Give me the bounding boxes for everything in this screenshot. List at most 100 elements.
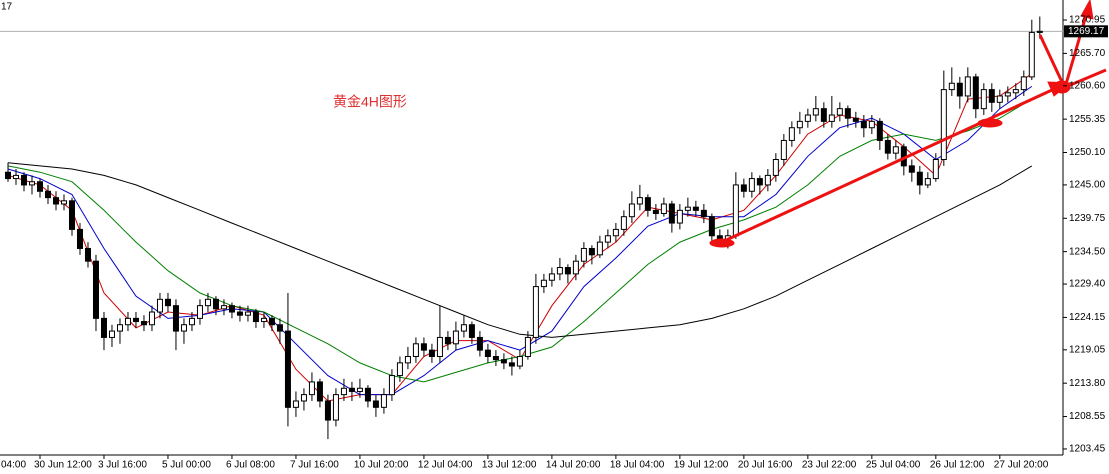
candle-body: [1012, 89, 1019, 94]
candle-body: [908, 165, 915, 173]
candle-body: [836, 108, 843, 116]
candle-body: [364, 387, 371, 402]
y-tick-label: 1239.75: [1069, 213, 1106, 224]
candle-body: [76, 228, 83, 249]
candle-body: [1028, 31, 1035, 78]
candle-body: [788, 127, 795, 141]
candle-body: [268, 317, 275, 326]
candle-body: [708, 216, 715, 237]
candle-body: [196, 305, 203, 319]
candle-body: [780, 139, 787, 161]
candle-body: [772, 159, 779, 176]
x-tick-label: 3 Jul 16:00: [98, 460, 147, 471]
y-tick-label: 1250.10: [1069, 147, 1106, 158]
candle-body: [700, 209, 707, 218]
candle-body: [1036, 30, 1043, 33]
candle-body: [740, 184, 747, 192]
candle-body: [804, 114, 811, 122]
candle-body: [340, 387, 347, 396]
x-tick-label: 14 Jul 20:00: [546, 460, 601, 471]
candle-body: [204, 298, 211, 307]
plot: [0, 16, 1063, 440]
candle-body: [148, 311, 155, 326]
candle-body: [916, 171, 923, 186]
y-tick-label: 1260.60: [1069, 80, 1106, 91]
x-tick-label: 10 Jul 20:00: [354, 460, 409, 471]
candle-body: [236, 311, 243, 316]
candle-body: [748, 178, 755, 192]
candle-body: [628, 203, 635, 218]
x-tick-label: 30 Jun 12:00: [34, 460, 92, 471]
candle-body: [180, 324, 187, 332]
candle-body: [60, 200, 67, 205]
candle-body: [284, 330, 291, 408]
candle-body: [508, 362, 515, 367]
candle-body: [100, 317, 107, 338]
x-tick-label: 13 Jul 12:00: [482, 460, 537, 471]
candle-body: [684, 206, 691, 211]
candle-body: [716, 235, 723, 240]
candle-body: [940, 89, 947, 161]
y-tick-label: 1255.35: [1069, 114, 1106, 125]
x-tick-label: 26 Jul 12:00: [930, 460, 985, 471]
candle-body: [852, 117, 859, 122]
candle-body: [252, 311, 259, 323]
candle-body: [420, 343, 427, 351]
candle-body: [692, 206, 699, 211]
candle-body: [20, 174, 27, 186]
x-tick-label: 23 Jul 22:00: [802, 460, 857, 471]
candle-body: [828, 114, 835, 122]
price-label: 1269.17: [1068, 26, 1105, 37]
candle-body: [172, 305, 179, 332]
candle-body: [164, 298, 171, 307]
candle-body: [652, 209, 659, 215]
y-tick-label: 1203.45: [1069, 444, 1106, 455]
candle-body: [932, 159, 939, 180]
marker: [709, 238, 735, 248]
candle-body: [964, 76, 971, 97]
candle-body: [644, 197, 651, 211]
candle-body: [396, 362, 403, 377]
candle-body: [276, 324, 283, 332]
x-tick-label: 6 Jul 08:00: [226, 460, 275, 471]
candle-body: [660, 203, 667, 215]
candle-body: [756, 178, 763, 186]
candle-body: [140, 321, 147, 326]
candle-body: [572, 260, 579, 275]
candle-body: [52, 197, 59, 205]
y-tick-label: 1219.05: [1069, 344, 1106, 355]
candle-body: [156, 298, 163, 313]
candle-body: [988, 89, 995, 103]
annotation: 黄金4H图形: [333, 94, 407, 110]
candle-body: [68, 200, 75, 230]
candle-body: [812, 108, 819, 116]
candle-body: [548, 273, 555, 281]
candle-body: [764, 174, 771, 186]
x-tick-label: 20 Jul 16:00: [738, 460, 793, 471]
candle-body: [324, 400, 331, 421]
candle-body: [668, 203, 675, 224]
candle-body: [436, 336, 443, 358]
candle-body: [300, 394, 307, 402]
candle-body: [356, 387, 363, 392]
candle-body: [460, 324, 467, 332]
price-box: [1064, 25, 1108, 38]
candle-body: [428, 349, 435, 358]
candle-body: [316, 381, 323, 402]
candle-body: [956, 82, 963, 97]
candle-body: [516, 356, 523, 367]
candle-body: [876, 120, 883, 141]
candle-body: [884, 139, 891, 154]
candle-body: [540, 279, 547, 288]
candle-body: [476, 336, 483, 351]
candle-body: [732, 184, 739, 237]
y-tick-label: 1270.95: [1069, 15, 1106, 26]
candle-body: [588, 247, 595, 256]
candle-body: [980, 89, 987, 110]
candle-body: [580, 247, 587, 262]
y-tick-label: 1213.80: [1069, 378, 1106, 389]
candle-body: [604, 235, 611, 243]
candle-body: [388, 375, 395, 396]
